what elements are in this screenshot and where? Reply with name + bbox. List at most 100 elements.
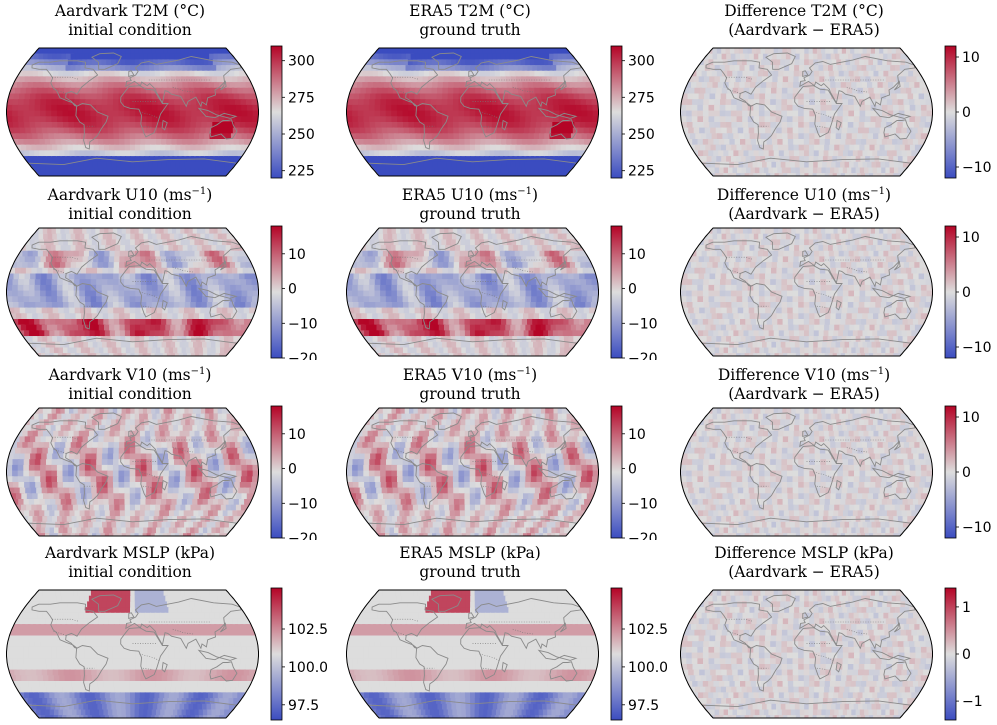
field-cell [705, 87, 714, 95]
field-cell [194, 250, 203, 258]
field-cell [583, 307, 592, 314]
field-cell [219, 284, 226, 292]
field-cell [357, 296, 365, 303]
field-cell [181, 167, 190, 174]
field-cell [536, 53, 545, 60]
field-cell [505, 53, 513, 60]
coastline [197, 287, 238, 299]
field-cell [217, 256, 226, 263]
field-cell [399, 133, 407, 140]
field-cell [213, 116, 220, 123]
field-cell [469, 296, 476, 303]
field-cell [203, 262, 211, 269]
field-cell [184, 302, 192, 309]
field-cell [917, 127, 926, 134]
field-cell [436, 284, 443, 292]
field-cell [184, 93, 192, 100]
field-cell [140, 104, 148, 112]
field-cell [32, 156, 42, 163]
field-cell [25, 127, 33, 134]
field-cell [856, 65, 865, 72]
field-cell [135, 122, 142, 129]
field-cell [384, 150, 393, 157]
field-cell [730, 76, 738, 83]
field-cell [452, 284, 460, 292]
field-cell [403, 93, 411, 100]
field-cell [118, 290, 125, 297]
field-cell [348, 307, 357, 314]
field-cell [475, 116, 482, 123]
field-cell [161, 313, 169, 320]
field-cell [363, 110, 370, 117]
field-cell [392, 53, 401, 60]
field-cell [124, 104, 131, 112]
field-cell [513, 307, 520, 314]
field-cell [408, 250, 416, 258]
field-cell [347, 302, 355, 309]
field-cell [474, 233, 480, 240]
field-cell [772, 144, 780, 151]
field-cell [804, 156, 810, 163]
field-cell [410, 313, 418, 320]
field-cell [854, 59, 863, 66]
field-cell [380, 76, 389, 83]
field-cell [85, 279, 92, 286]
field-cell [135, 116, 142, 123]
field-cell [414, 173, 423, 176]
field-cell [85, 127, 93, 134]
field-cell [783, 70, 790, 78]
field-cell [391, 279, 399, 286]
field-cell [464, 284, 471, 292]
field-cell [907, 93, 915, 100]
field-cell [550, 267, 558, 275]
field-cell [243, 127, 252, 134]
field-cell [726, 156, 735, 163]
field-cell [551, 93, 559, 100]
field-cell [129, 262, 136, 269]
field-cell [76, 319, 84, 326]
field-cell [68, 104, 75, 112]
field-cell [48, 239, 58, 246]
field-cell [799, 53, 805, 60]
field-cell [124, 139, 131, 146]
field-cell [781, 127, 789, 134]
field-cell [497, 93, 504, 100]
field-cell [866, 48, 875, 55]
field-cell [508, 116, 515, 123]
field-cell [86, 48, 94, 55]
field-cell [138, 228, 144, 235]
field-cell [880, 65, 889, 72]
field-cell [230, 104, 237, 112]
field-cell [726, 127, 734, 134]
field-cell [68, 70, 76, 78]
field-cell [124, 116, 131, 123]
field-cell [96, 93, 103, 100]
field-cell [52, 273, 60, 280]
field-cell [766, 82, 773, 89]
field-cell [86, 262, 94, 269]
field-cell [416, 262, 424, 269]
field-cell [442, 93, 449, 100]
field-cell [795, 167, 801, 174]
field-cell [456, 233, 463, 240]
field-cell [870, 76, 879, 83]
field-cell [34, 290, 41, 297]
field-cell [419, 273, 427, 280]
field-cell [470, 239, 476, 246]
border-line [482, 125, 494, 128]
field-cell [538, 82, 546, 89]
field-cell [726, 93, 734, 100]
field-cell [770, 93, 777, 100]
field-cell [818, 59, 824, 66]
field-cell [381, 307, 390, 314]
field-cell [45, 296, 53, 303]
field-cell [496, 233, 503, 240]
field-cell [104, 353, 111, 356]
field-cell [437, 82, 445, 89]
field-cell [145, 324, 152, 331]
field-cell [470, 167, 476, 174]
field-cell [431, 267, 439, 275]
field-cell [417, 228, 426, 235]
field-cell [499, 150, 506, 157]
field-cell [37, 156, 47, 163]
